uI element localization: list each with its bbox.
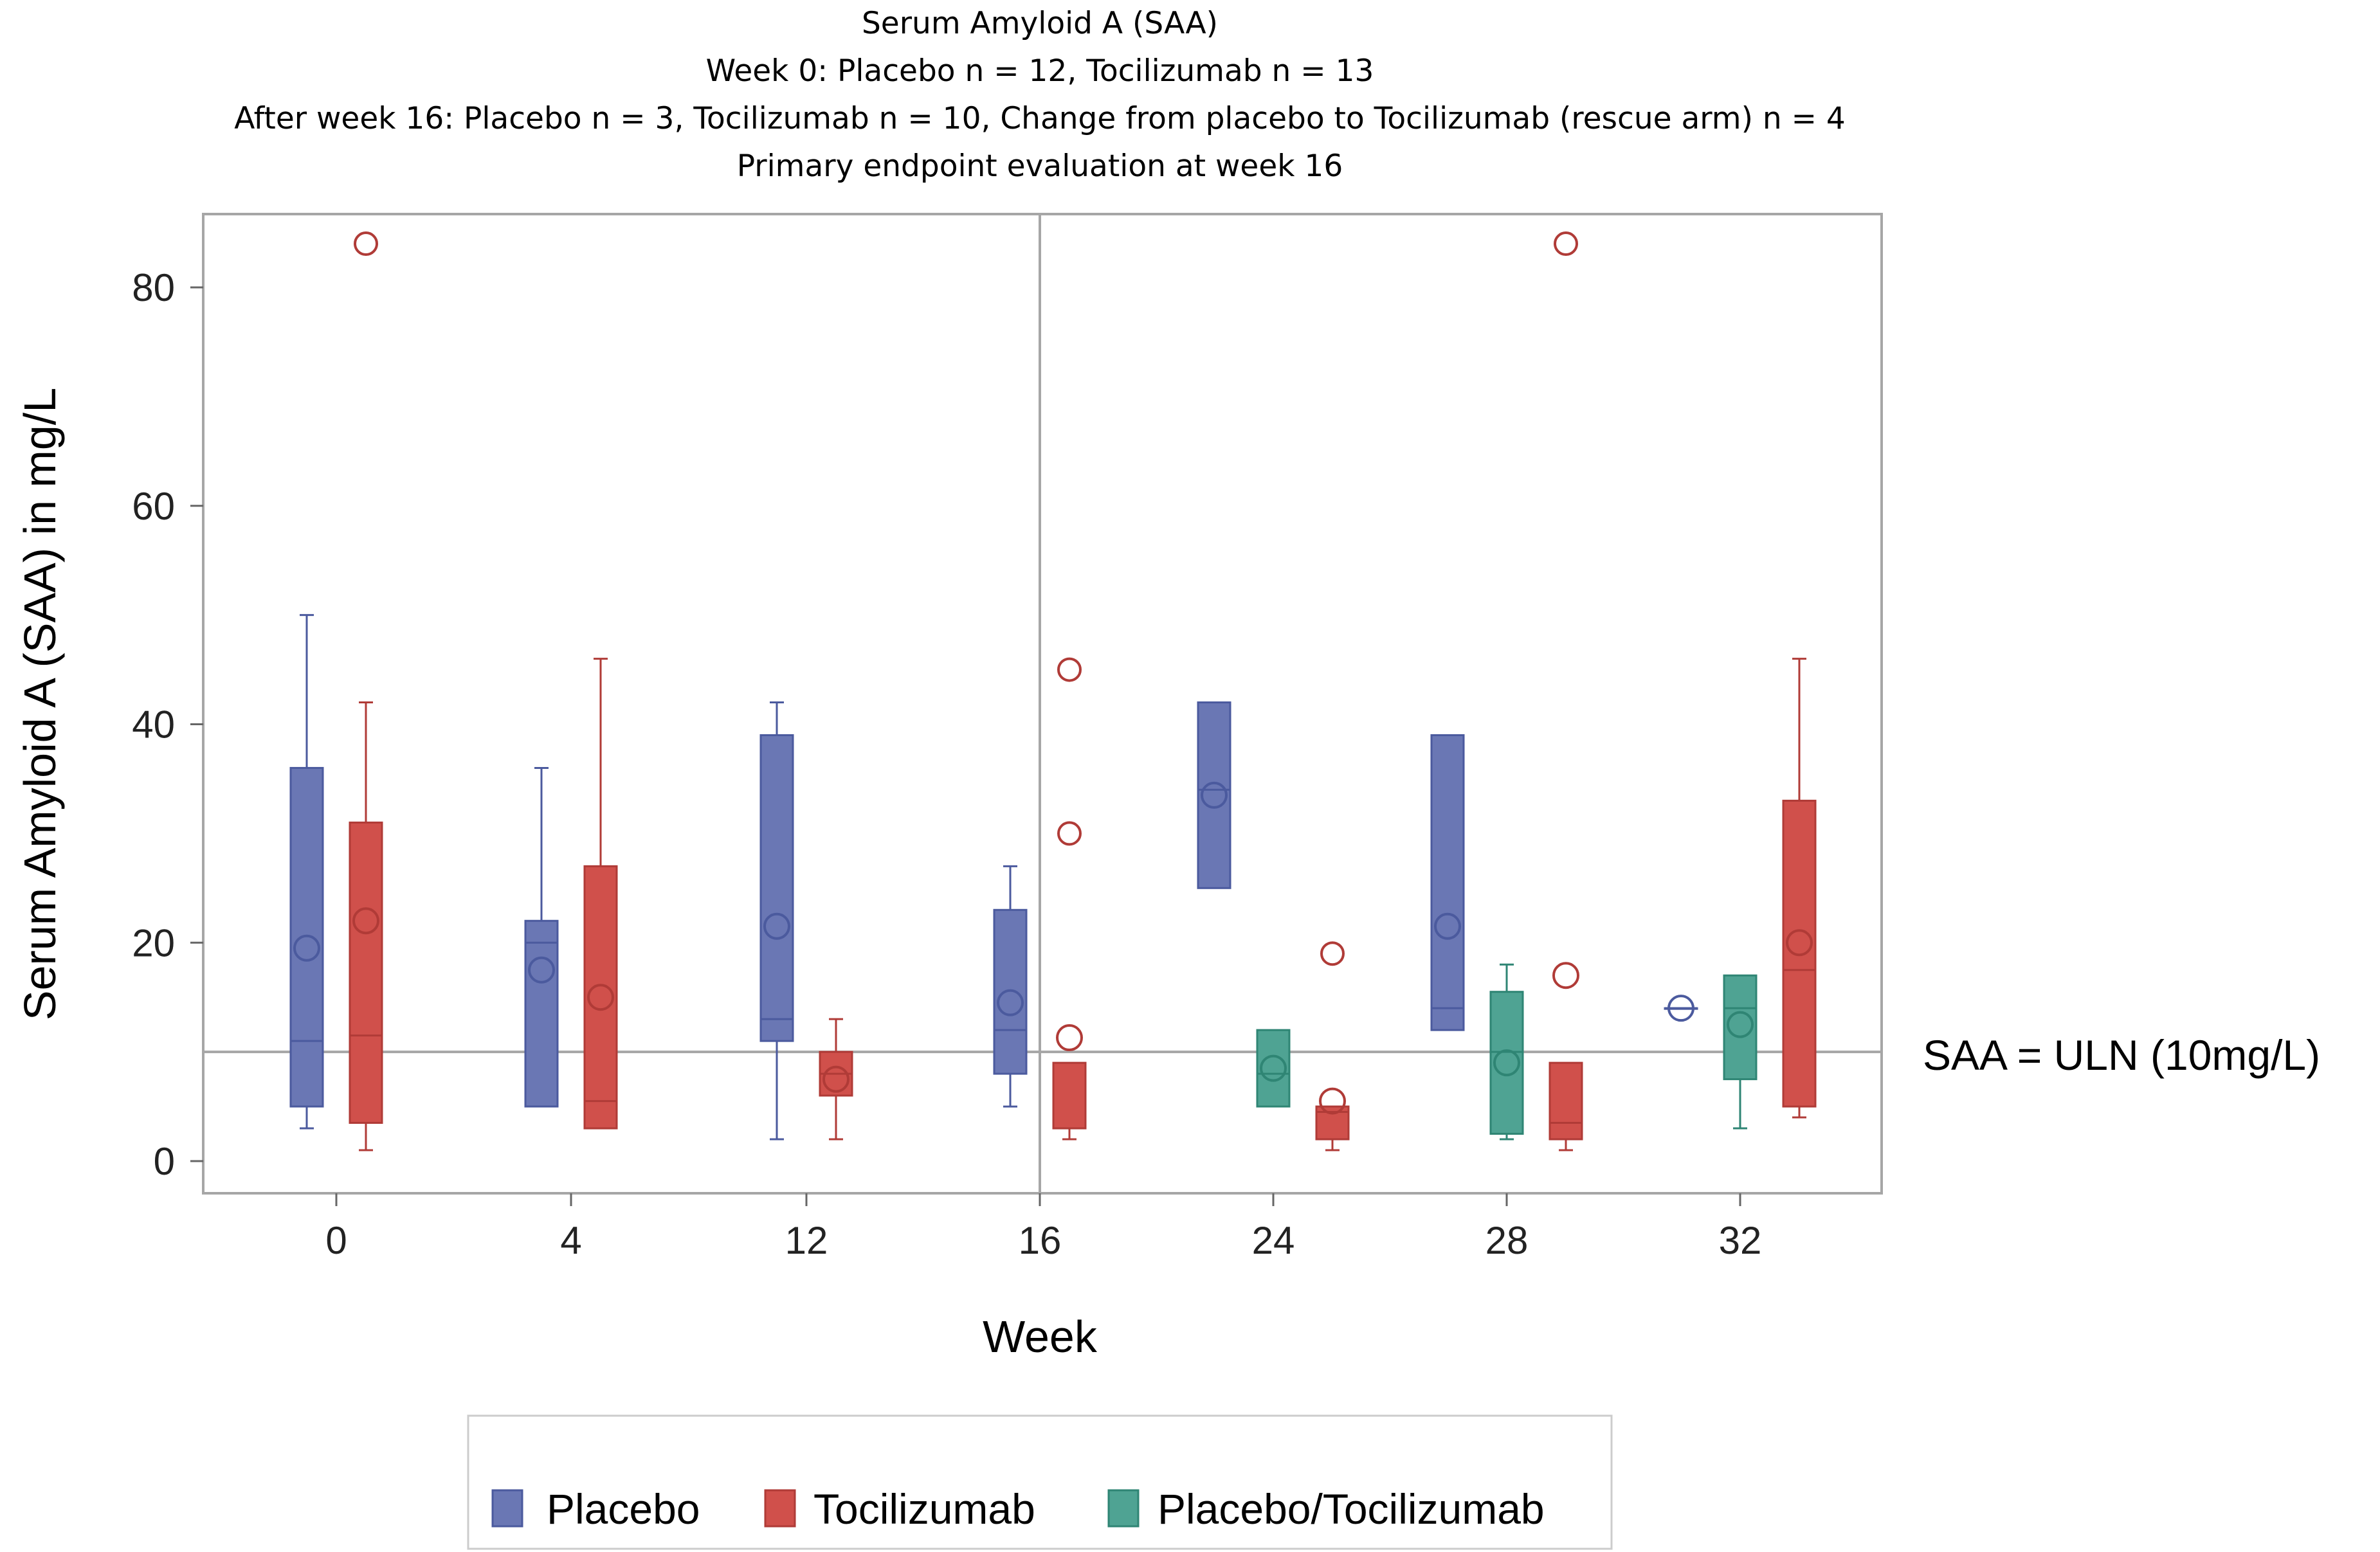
- x-tick-label: 28: [1485, 1219, 1529, 1262]
- legend-label-placebo: Placebo: [547, 1485, 700, 1533]
- box-iqr: [1256, 1029, 1291, 1108]
- mean-marker: [1786, 929, 1813, 957]
- x-tick-label: 16: [1019, 1219, 1062, 1262]
- box-placebo-tocilizumab-week-32: [1723, 974, 1758, 1130]
- box-placebo-week-28: [1430, 734, 1465, 1031]
- box-iqr: [349, 821, 383, 1124]
- x-tick-label: 32: [1719, 1219, 1762, 1262]
- reference-lines: [203, 214, 1882, 1193]
- box-tocilizumab-week-24: [1315, 941, 1350, 1151]
- mean-marker: [1201, 781, 1228, 809]
- legend-label-placebo-tocilizumab: Placebo/Tocilizumab: [1158, 1485, 1545, 1533]
- title-line-4: Primary endpoint evaluation at week 16: [737, 149, 1343, 184]
- reference-line-label: SAA = ULN (10mg/L): [1923, 1031, 2320, 1079]
- mean-marker: [352, 907, 379, 935]
- box-iqr: [1052, 1061, 1087, 1130]
- box-iqr: [1549, 1061, 1583, 1141]
- box-tocilizumab-week-28: [1549, 231, 1583, 1151]
- box-placebo-week-24: [1197, 701, 1231, 889]
- box-tocilizumab-week-12: [819, 1018, 853, 1141]
- outlier-point: [1554, 231, 1578, 257]
- x-tick-label: 24: [1252, 1219, 1295, 1262]
- box-iqr: [524, 919, 559, 1108]
- x-tick-label: 0: [325, 1219, 347, 1262]
- y-tick-label: 0: [154, 1140, 175, 1183]
- box-tocilizumab-week-0: [349, 231, 383, 1151]
- mean-marker: [1260, 1054, 1287, 1082]
- box-tocilizumab-week-32: [1782, 658, 1817, 1119]
- mean-marker: [822, 1065, 849, 1093]
- plot-area-frame: [202, 213, 1883, 1195]
- y-tick-label: 20: [132, 921, 175, 964]
- mean-marker: [1493, 1049, 1520, 1077]
- outlier-point: [1320, 941, 1345, 966]
- y-axis: 0 20 40 60 80: [132, 266, 203, 1183]
- mean-marker: [1667, 995, 1694, 1022]
- box-tocilizumab-week-4: [583, 658, 618, 1130]
- legend-label-tocilizumab: Tocilizumab: [813, 1485, 1035, 1533]
- mean-marker: [1434, 912, 1461, 940]
- legend-frame: [467, 1414, 1613, 1550]
- mean-marker: [1056, 1024, 1083, 1052]
- box-placebo-week-12: [759, 701, 794, 1141]
- box-iqr: [583, 865, 618, 1130]
- title-line-3: After week 16: Placebo n = 3, Tocilizuma…: [234, 101, 1846, 136]
- title-line-2: Week 0: Placebo n = 12, Tocilizumab n = …: [706, 53, 1374, 89]
- box-iqr: [1197, 701, 1231, 889]
- mean-marker: [997, 989, 1024, 1016]
- y-axis-label: Serum Amyloid A (SAA) in mg/L: [15, 388, 65, 1020]
- legend-swatch-placebo: [491, 1489, 523, 1528]
- mean-marker: [587, 984, 614, 1011]
- title-line-1: Serum Amyloid A (SAA): [862, 6, 1218, 41]
- legend: Placebo Tocilizumab Placebo/Tocilizumab: [467, 1414, 1613, 1550]
- mean-marker: [763, 912, 790, 940]
- box-iqr: [289, 766, 324, 1108]
- box-placebo-week-16: [993, 865, 1028, 1108]
- chart-title: Serum Amyloid A (SAA) Week 0: Placebo n …: [234, 6, 1846, 184]
- box-placebo-week-32: [1664, 995, 1698, 1022]
- y-tick-label: 80: [132, 266, 175, 309]
- x-axis: 0 4 12 16 24 28 32: [325, 1193, 1761, 1262]
- mean-marker: [1319, 1087, 1346, 1115]
- box-series: [289, 231, 1817, 1151]
- legend-swatch-tocilizumab: [764, 1489, 796, 1528]
- x-axis-label: Week: [983, 1312, 1098, 1362]
- mean-marker: [1727, 1011, 1754, 1038]
- outlier-point: [354, 231, 378, 257]
- box-iqr: [1430, 734, 1465, 1031]
- mean-marker: [1552, 962, 1579, 989]
- y-tick-label: 60: [132, 485, 175, 528]
- box-iqr: [1489, 991, 1524, 1135]
- box-iqr: [993, 908, 1028, 1075]
- outlier-point: [1057, 821, 1082, 846]
- box-placebo-tocilizumab-week-24: [1256, 1029, 1291, 1108]
- mean-marker: [528, 956, 555, 984]
- box-iqr: [1782, 799, 1817, 1108]
- box-placebo-tocilizumab-week-28: [1489, 963, 1524, 1141]
- x-tick-label: 12: [785, 1219, 828, 1262]
- x-tick-label: 4: [560, 1219, 581, 1262]
- outlier-point: [1057, 657, 1082, 682]
- mean-marker: [293, 934, 320, 962]
- box-placebo-week-0: [289, 614, 324, 1130]
- box-iqr: [759, 734, 794, 1042]
- y-tick-label: 40: [132, 703, 175, 746]
- box-placebo-week-4: [524, 766, 559, 1108]
- box-tocilizumab-week-16: [1052, 657, 1087, 1141]
- legend-swatch-placebo-tocilizumab: [1107, 1489, 1140, 1528]
